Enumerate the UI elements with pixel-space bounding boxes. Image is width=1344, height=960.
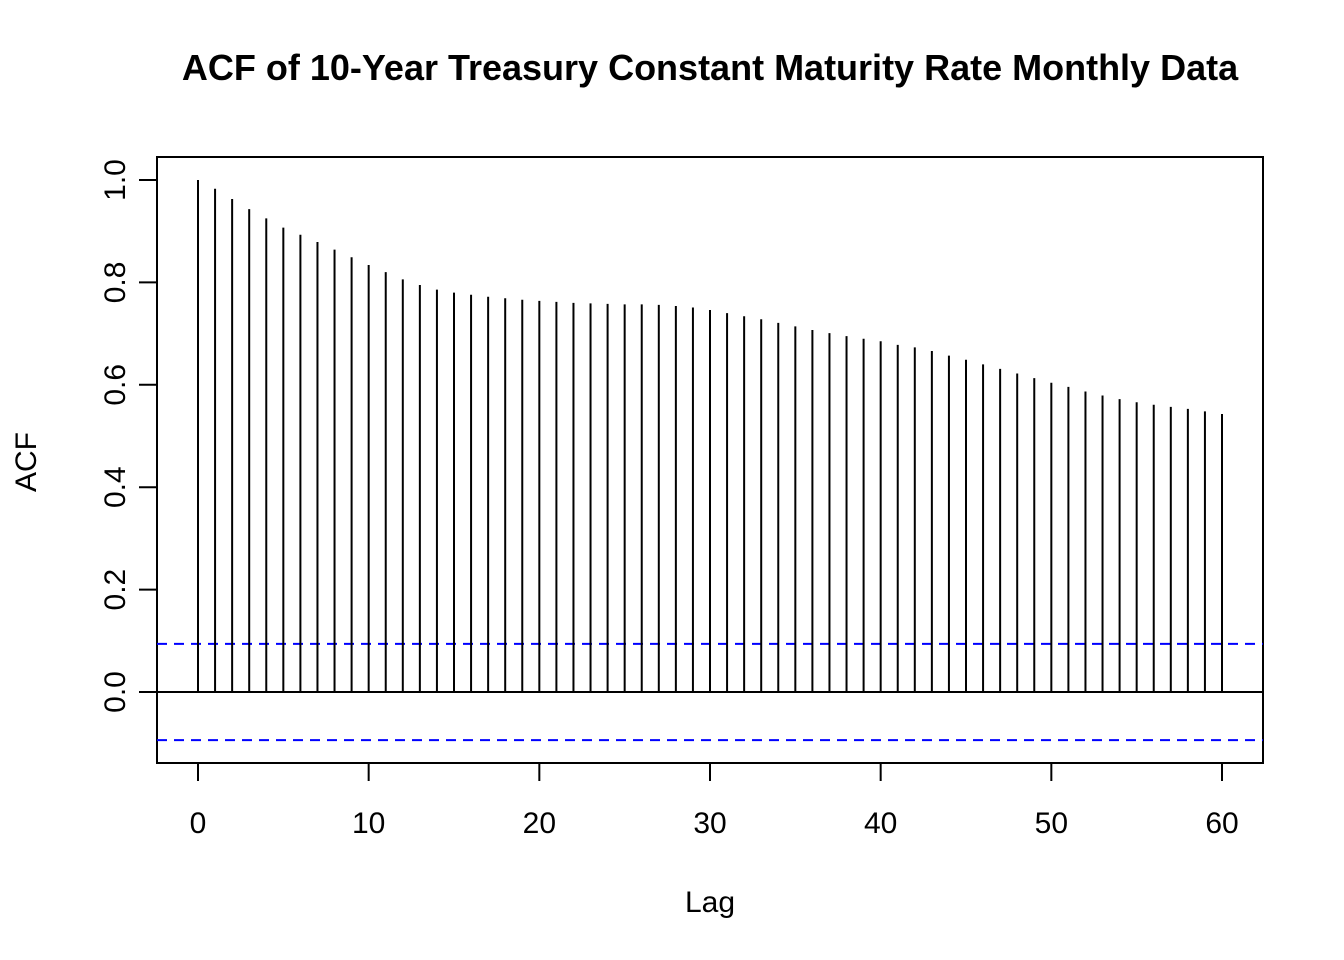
y-axis: 0.0 0.2 0.4 0.6 0.8 1.0 xyxy=(99,159,157,713)
x-axis: 0 10 20 30 40 50 60 xyxy=(190,763,1239,840)
y-tick-label: 1.0 xyxy=(99,159,132,201)
x-tick-label: 0 xyxy=(190,807,207,840)
x-tick-label: 50 xyxy=(1035,807,1068,840)
x-tick-label: 40 xyxy=(864,807,897,840)
x-tick-label: 20 xyxy=(523,807,556,840)
x-axis-label: Lag xyxy=(685,886,735,919)
x-tick-label: 10 xyxy=(352,807,385,840)
y-tick-label: 0.4 xyxy=(99,466,132,508)
x-tick-label: 60 xyxy=(1205,807,1238,840)
x-tick-label: 30 xyxy=(693,807,726,840)
chart-title: ACF of 10-Year Treasury Constant Maturit… xyxy=(182,47,1239,88)
y-tick-label: 0.2 xyxy=(99,569,132,611)
y-tick-label: 0.6 xyxy=(99,364,132,406)
acf-bars xyxy=(197,180,1223,692)
y-tick-label: 0.0 xyxy=(99,671,132,713)
y-tick-label: 0.8 xyxy=(99,262,132,304)
y-axis-label: ACF xyxy=(10,432,43,492)
